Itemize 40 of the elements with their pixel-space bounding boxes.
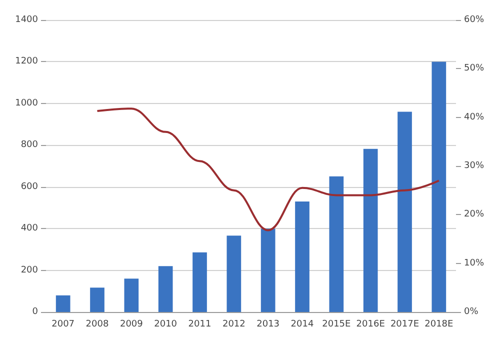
x-tick-label: 2012 — [222, 320, 246, 330]
y-tick-label: 200 — [20, 265, 38, 276]
bar — [363, 148, 378, 312]
x-tick-label: 2014 — [290, 320, 314, 330]
y-tick-label: 400 — [20, 224, 38, 234]
y-tick-label: 1200 — [15, 56, 38, 67]
bar — [432, 62, 446, 312]
y2-tick-label: 20% — [464, 210, 484, 220]
bar — [124, 278, 139, 312]
x-tick-label: 2013 — [256, 320, 280, 330]
x-tick-label: 2017E — [390, 320, 420, 330]
line-series — [96, 108, 440, 232]
x-tick-label: 2007 — [52, 320, 75, 330]
y-tick-label: 0 — [32, 307, 38, 317]
y-tick-label: 600 — [20, 182, 38, 192]
y2-tick-label: 30% — [464, 161, 484, 171]
bar — [329, 176, 344, 312]
bar — [398, 112, 412, 312]
y2-tick-label: 50% — [464, 64, 484, 74]
y2-tick-label: 40% — [464, 112, 484, 122]
y-tick-label: 1400 — [15, 15, 38, 25]
x-tick-label: 2010 — [154, 320, 178, 330]
x-tick-label: 2009 — [120, 320, 144, 330]
y2-tick-label: 60% — [464, 15, 484, 25]
bar — [295, 201, 310, 312]
bar — [192, 252, 207, 312]
x-tick-label: 2011 — [188, 320, 212, 330]
bar — [90, 288, 104, 312]
y-tick-label: 1000 — [15, 98, 38, 108]
bar — [158, 266, 173, 312]
y-tick-label: 800 — [20, 140, 38, 150]
y2-tick-label: 10% — [464, 258, 484, 268]
x-tick-label: 2008 — [86, 320, 109, 330]
bar — [226, 236, 242, 312]
y2-tick-label: 0% — [464, 307, 479, 317]
x-tick-label: 2016E — [356, 320, 386, 330]
bar — [56, 295, 70, 312]
bar — [260, 228, 276, 312]
x-tick-label: 2015E — [322, 320, 352, 330]
x-tick-label: 2018E — [424, 320, 454, 330]
